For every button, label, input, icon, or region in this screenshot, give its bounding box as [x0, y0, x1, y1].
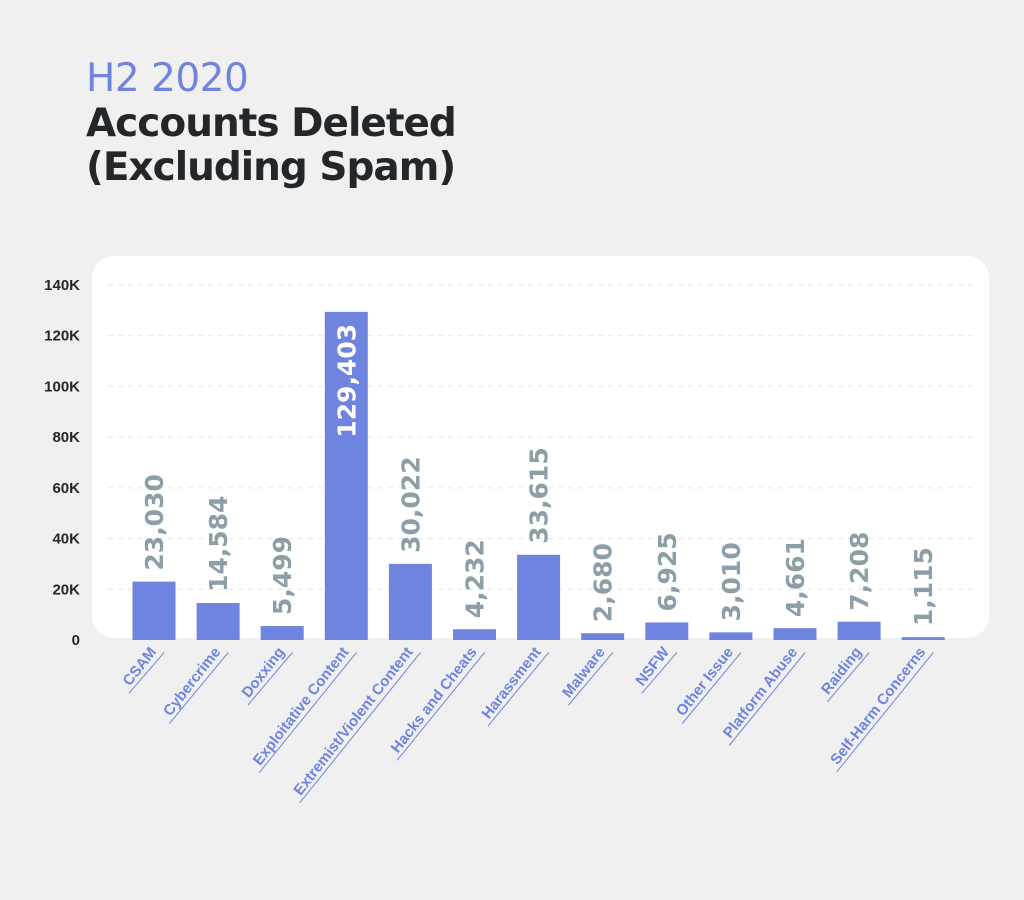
x-label-leader-line [728, 652, 806, 746]
bar-value-label: 7,208 [845, 532, 874, 611]
y-tick-label: 140K [44, 277, 80, 294]
x-label-leader-line [568, 652, 614, 706]
x-label-leader-line [299, 652, 421, 804]
bar-value-label: 1,115 [909, 547, 938, 626]
bar-value-label: 4,232 [461, 539, 490, 618]
bar-value-label: 129,403 [332, 324, 361, 438]
bar [709, 632, 753, 640]
bar [645, 622, 689, 640]
y-tick-label: 60K [52, 480, 80, 497]
x-label-leader-line [169, 652, 229, 724]
chart-title-line-2: (Excluding Spam) [86, 145, 456, 190]
bar-value-label: 14,584 [204, 496, 233, 592]
y-tick-label: 100K [44, 378, 80, 395]
bar [837, 621, 881, 640]
bar [196, 603, 240, 640]
y-tick-label: 20K [52, 581, 80, 598]
x-category-label: Extremist/Violent Content [290, 644, 416, 799]
bar [260, 626, 304, 640]
x-category-label: Harassment [478, 644, 544, 722]
y-tick-label: 80K [52, 429, 80, 446]
x-label-leader-line [247, 652, 293, 706]
x-category-label: Raiding [818, 644, 865, 698]
bar [132, 581, 176, 640]
x-category-label: Malware [559, 644, 609, 701]
chart-title-line-1: Accounts Deleted [86, 101, 457, 146]
bar [581, 633, 625, 640]
y-tick-label: 0 [72, 632, 80, 649]
bar-value-label: 5,499 [268, 536, 297, 615]
bar [388, 563, 432, 640]
bar-value-label: 2,680 [589, 543, 618, 622]
bar-value-label: 30,022 [396, 456, 425, 552]
x-label-leader-line [258, 652, 357, 774]
chart-subtitle: H2 2020 [86, 56, 249, 101]
x-category-label: Cybercrime [160, 644, 224, 720]
x-label-leader-line [641, 652, 678, 694]
bar [453, 629, 496, 640]
bar-value-label: 6,925 [653, 532, 682, 611]
bar [517, 554, 561, 640]
x-label-leader-line [487, 652, 550, 727]
bar-value-label: 33,615 [525, 447, 554, 543]
bar-value-label: 3,010 [717, 542, 746, 621]
x-category-label: Doxxing [239, 644, 289, 701]
y-tick-label: 120K [44, 328, 80, 345]
x-label-leader-line [836, 652, 934, 773]
y-tick-label: 40K [52, 531, 80, 548]
x-label-leader-line [396, 652, 486, 761]
bar [901, 637, 945, 640]
bar [324, 311, 368, 640]
x-label-leader-line [827, 652, 870, 703]
bar-value-label: 23,030 [140, 474, 169, 570]
title-block: H2 2020 Accounts Deleted (Excluding Spam… [86, 56, 457, 190]
x-label-leader-line [128, 652, 165, 694]
x-label-leader-line [681, 652, 742, 724]
x-category-label: NSFW [632, 643, 673, 689]
bar [773, 628, 817, 640]
x-category-label: CSAM [120, 644, 161, 689]
bar-value-label: 4,661 [781, 538, 810, 617]
x-category-label: Other Issue [673, 644, 737, 720]
